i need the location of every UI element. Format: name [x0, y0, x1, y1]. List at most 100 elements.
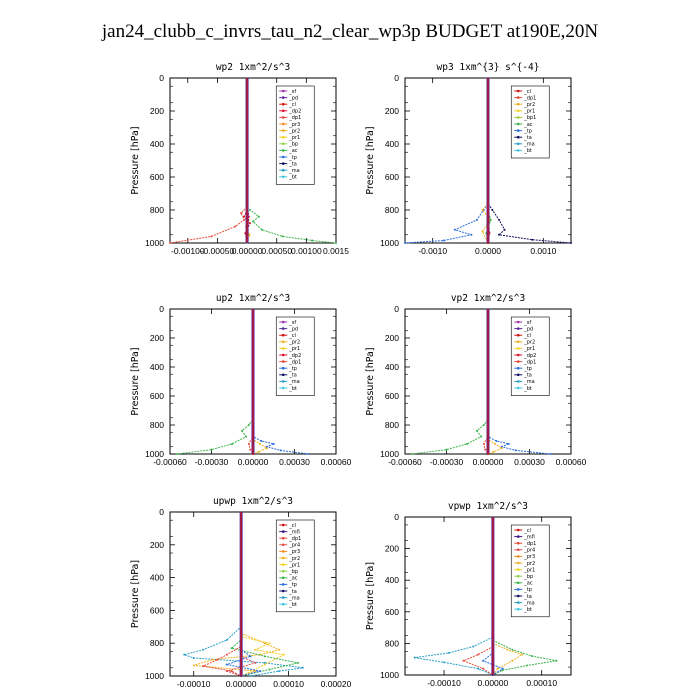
chart-upwp-legend-marker	[281, 569, 285, 573]
chart-up2-ytick-label: 600	[150, 391, 164, 401]
chart-wp2-point-cl	[249, 222, 252, 225]
chart-vpwp-point-ma	[472, 645, 475, 648]
chart-wp3-xtick-label: 0.0010	[530, 246, 556, 256]
chart-upwp-point-ac	[297, 661, 300, 664]
chart-vp2-legend-label: _ta	[523, 373, 532, 379]
chart-up2-legend-marker	[281, 366, 285, 370]
chart-upwp-ylabel: Pressure [hPa]	[130, 560, 141, 628]
chart-upwp-legend-marker	[281, 556, 285, 560]
chart-wp2-legend-marker	[281, 155, 285, 159]
chart-upwp-point-pr1	[268, 642, 271, 645]
chart-wp3-legend-label: _bt	[523, 148, 532, 154]
chart-wp3-legend-label: _ac	[523, 122, 533, 128]
chart-upwp-point-ma	[225, 638, 228, 641]
chart-up2-point-ac	[245, 435, 248, 438]
chart-upwp-point-tp	[249, 655, 252, 658]
chart-wp2-legend-label: _dp2	[288, 109, 301, 115]
chart-up2-legend-marker	[281, 320, 285, 324]
chart-wp2-point-dp1	[240, 212, 243, 215]
chart-up2-series-ac	[176, 309, 254, 455]
chart-wp3-legend-label: _cl	[523, 89, 531, 95]
chart-vpwp-point-tp	[482, 659, 485, 662]
chart-vpwp-point-ma	[477, 667, 480, 670]
chart-vp2-point-pr2	[500, 447, 503, 450]
chart-wp2-legend-label: _pr3	[288, 122, 300, 128]
chart-wp2-ytick-label: 800	[150, 205, 164, 215]
chart-up2-point-dp1	[249, 448, 252, 451]
chart-vp2-xtick-label: 0.00000	[473, 457, 504, 467]
chart-vp2-point-ac	[466, 442, 469, 445]
chart-upwp-point-pr1	[254, 648, 257, 651]
chart-wp2-xtick-label: 0.00050	[261, 246, 292, 256]
chart-vpwp-legend-label: _ac	[523, 581, 533, 587]
chart-wp3-ytick-label: 800	[385, 205, 399, 215]
chart-vp2-ytick-label: 400	[385, 362, 399, 372]
chart-wp3-point-tp	[404, 242, 406, 244]
chart-up2-legend-label: _ma	[288, 379, 299, 385]
chart-wp2-legend-marker	[281, 116, 285, 119]
chart-wp3-ytick-label: 0	[394, 73, 399, 83]
chart-wp2-xtick-label: -0.00050	[201, 246, 235, 256]
chart-wp2-point-ac	[249, 209, 252, 211]
chart-vp2-legend-marker	[516, 327, 520, 330]
chart-vpwp-legend-marker	[516, 607, 520, 611]
chart-up2-xtick-label: -0.00030	[195, 457, 229, 467]
chart-wp3-point-tp	[470, 233, 473, 236]
chart-wp2-point-cl	[243, 215, 246, 218]
chart-wp2-legend-marker	[281, 135, 285, 139]
chart-wp2-legend-marker	[281, 149, 285, 152]
chart-vp2-legend-marker	[516, 360, 520, 363]
chart-upwp-legend-marker	[281, 589, 285, 593]
chart-upwp-point-ac	[263, 655, 266, 658]
chart-up2-legend-label: _pd	[288, 326, 298, 332]
chart-upwp-point-ac	[268, 668, 271, 671]
chart-wp3-point-pr2	[481, 209, 484, 211]
chart-vpwp-legend-label: _bp	[523, 574, 533, 580]
chart-vp2-title: vp2 1xm^2/s^3	[451, 293, 525, 304]
chart-up2-legend-label: _tp	[288, 366, 297, 372]
chart-upwp-ytick-label: 0	[159, 507, 164, 517]
chart-wp2-legend-marker	[281, 142, 285, 146]
chart-wp2-ytick-label: 200	[150, 106, 164, 116]
chart-wp2-legend-marker	[281, 162, 285, 165]
chart-up2-legend-label: _pr2	[288, 340, 300, 346]
chart-up2-legend-label: _dp1	[288, 359, 301, 365]
chart-vpwp-point-ac	[501, 669, 504, 672]
chart-vp2-legend-label: _sf	[523, 320, 531, 326]
chart-wp3-point-tp	[453, 228, 456, 231]
chart-upwp-xtick-label: 0.00000	[226, 679, 257, 689]
chart-up2-point-tp	[260, 439, 263, 442]
chart-vpwp-legend-label: _pr3	[523, 554, 535, 560]
chart-wp2-xtick-label: 0.00100	[291, 246, 322, 256]
chart-upwp: upwp 1xm^2/s^3 Pressure [hPa] 0 200 400 600 80…	[130, 496, 352, 689]
chart-wp2-legend-label: _tp	[288, 155, 297, 161]
chart-vpwp-legend-marker	[516, 528, 520, 532]
chart-vpwp-point-ac	[530, 655, 533, 658]
chart-upwp-point-pr2	[211, 658, 214, 661]
chart-wp2-legend-label: _ta	[288, 161, 297, 167]
chart-wp2-legend-marker	[281, 175, 285, 179]
chart-wp3-legend-marker	[516, 116, 520, 119]
chart-wp3-legend-marker	[516, 149, 520, 152]
chart-upwp-legend-label: _pr3	[288, 549, 300, 555]
chart-vp2-ytick-label: 1000	[380, 449, 399, 459]
chart-wp3-point-ta	[491, 209, 494, 211]
chart-up2-point-ac	[240, 429, 243, 432]
chart-vp2-legend-marker	[516, 340, 520, 344]
chart-upwp-point-ma	[263, 661, 266, 664]
chart-vpwp-point-tp	[501, 667, 504, 670]
chart-wp3-series-pr2	[481, 78, 492, 244]
chart-vp2-legend-marker	[516, 366, 520, 370]
chart-vpwp-legend-marker	[516, 581, 520, 585]
chart-vp2-legend-label: _dp1	[523, 359, 536, 365]
chart-upwp-legend-marker	[281, 602, 285, 606]
chart-up2-legend-marker	[281, 386, 285, 390]
chart-up2-ytick-label: 0	[159, 304, 164, 314]
chart-wp2-point-dp1	[210, 235, 213, 238]
chart-wp3-ytick-label: 200	[385, 106, 399, 116]
chart-upwp-point-dp1	[230, 670, 233, 673]
chart-wp3-legend-label: _bp1	[523, 115, 536, 121]
chart-wp2-legend-label: _bt	[288, 175, 297, 181]
chart-up2-ytick-label: 200	[150, 333, 164, 343]
chart-vp2-point-tp	[507, 442, 510, 445]
